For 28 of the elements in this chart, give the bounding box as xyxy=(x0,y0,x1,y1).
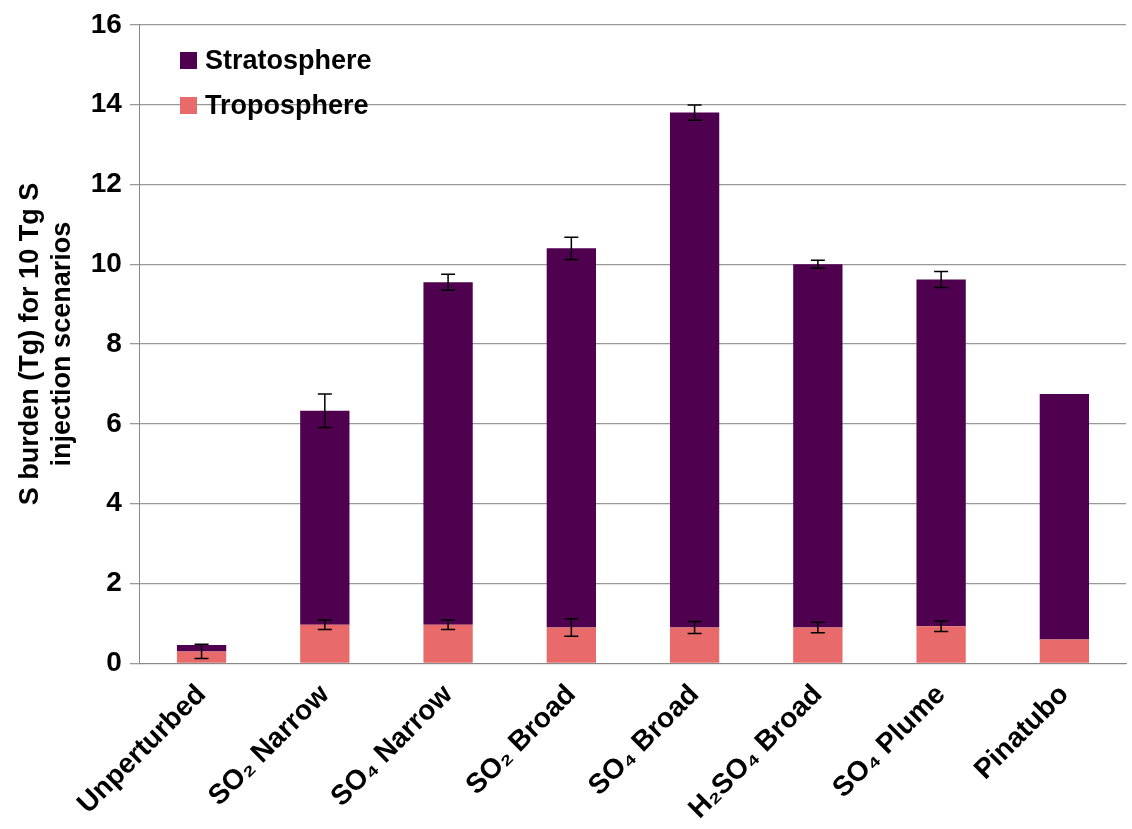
bar xyxy=(176,651,227,663)
bar xyxy=(300,624,350,663)
y-tick-label: 2 xyxy=(106,566,122,598)
bar xyxy=(1039,639,1090,663)
y-tick-label: 6 xyxy=(106,406,122,438)
bar xyxy=(669,627,720,663)
bar xyxy=(546,248,596,628)
bar xyxy=(176,645,227,652)
bar xyxy=(546,627,596,663)
y-tick-label: 14 xyxy=(90,87,123,119)
bar xyxy=(793,627,843,663)
y-tick-label: 4 xyxy=(106,486,123,518)
bar xyxy=(423,282,473,625)
bar xyxy=(916,626,966,663)
bar xyxy=(1039,393,1090,640)
bar xyxy=(669,112,720,628)
y-tick-label: 12 xyxy=(90,167,122,199)
legend-label: Troposphere xyxy=(204,89,369,121)
bar xyxy=(793,264,843,628)
y-tick-label: 8 xyxy=(106,326,122,358)
y-axis-title: S burden (Tg) for 10 Tg S injection scenarios xyxy=(13,182,77,506)
bar xyxy=(423,624,473,663)
bar xyxy=(916,279,966,627)
y-tick-label: 10 xyxy=(90,246,122,278)
y-tick-label: 0 xyxy=(106,646,122,678)
bar xyxy=(300,410,350,625)
legend-label: Stratosphere xyxy=(204,44,372,76)
y-tick-label: 16 xyxy=(90,7,122,39)
